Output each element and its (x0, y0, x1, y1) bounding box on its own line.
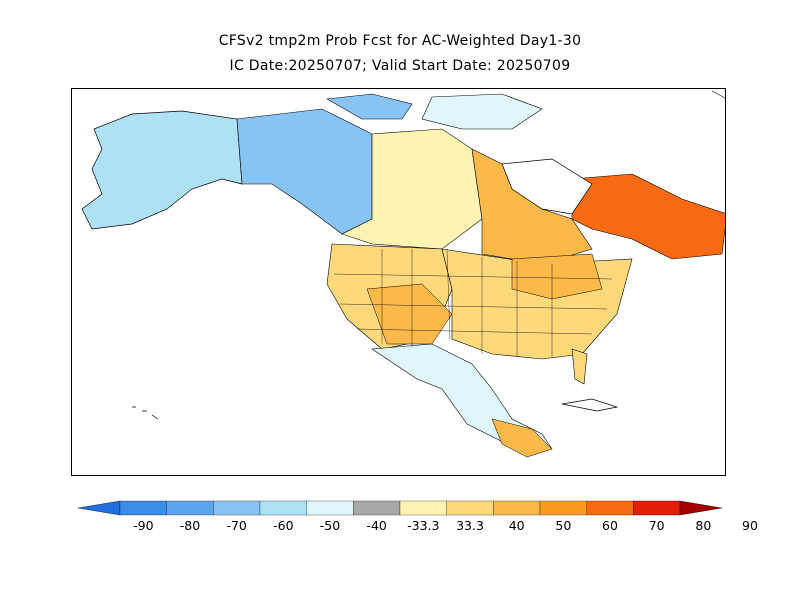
mexico-warm (491, 418, 553, 458)
colorbar-swatch (306, 500, 354, 516)
tick-label: -40 (366, 518, 387, 533)
hawaii (132, 406, 159, 420)
tick-label: 60 (602, 518, 618, 533)
colorbar-swatch (353, 500, 401, 516)
cuba (561, 398, 619, 412)
tick-label: -60 (273, 518, 294, 533)
colorbar-end-low (78, 500, 121, 516)
tick-label: 33.3 (456, 518, 484, 533)
colorbar-swatch (399, 500, 447, 516)
alaska-region (81, 110, 243, 230)
colorbar-swatch (166, 500, 214, 516)
colorbar-swatch (633, 500, 681, 516)
tick-label: -50 (319, 518, 341, 533)
colorbar (78, 500, 723, 516)
colorbar-swatch (213, 500, 261, 516)
hudson-bay (501, 158, 593, 215)
usa-southwest-warm (366, 283, 453, 345)
tick-label: 70 (648, 518, 665, 533)
tick-label: 40 (508, 518, 525, 533)
colorbar-swatch (259, 500, 307, 516)
tick-label: -80 (179, 518, 201, 533)
tick-label: 80 (695, 518, 712, 533)
state-borders (333, 248, 613, 357)
colorbar-swatch (493, 500, 541, 516)
quebec-region (571, 173, 725, 260)
colorbar-swatch (119, 500, 167, 516)
tick-label: -33.3 (407, 518, 440, 533)
colorbar-swatch (446, 500, 494, 516)
greenland-edge (711, 90, 725, 99)
tick-label: -70 (226, 518, 247, 533)
yukon-region (236, 108, 373, 235)
chart-subtitle: IC Date:20250707; Valid Start Date: 2025… (229, 58, 571, 74)
florida (571, 348, 588, 385)
arctic-islands-east (421, 93, 543, 130)
chart-title: CFSv2 tmp2m Prob Fcst for AC-Weighted Da… (218, 33, 582, 49)
tick-label: 50 (555, 518, 572, 533)
arctic-islands-region (326, 93, 413, 120)
colorbar-swatch (539, 500, 587, 516)
tick-label: 90 (742, 518, 758, 533)
colorbar-swatch (586, 500, 634, 516)
tick-label: -90 (133, 518, 154, 533)
map-panel (71, 88, 726, 476)
colorbar-end-high (679, 500, 723, 516)
probability-map (81, 90, 725, 458)
great-lakes-warm (511, 253, 603, 300)
